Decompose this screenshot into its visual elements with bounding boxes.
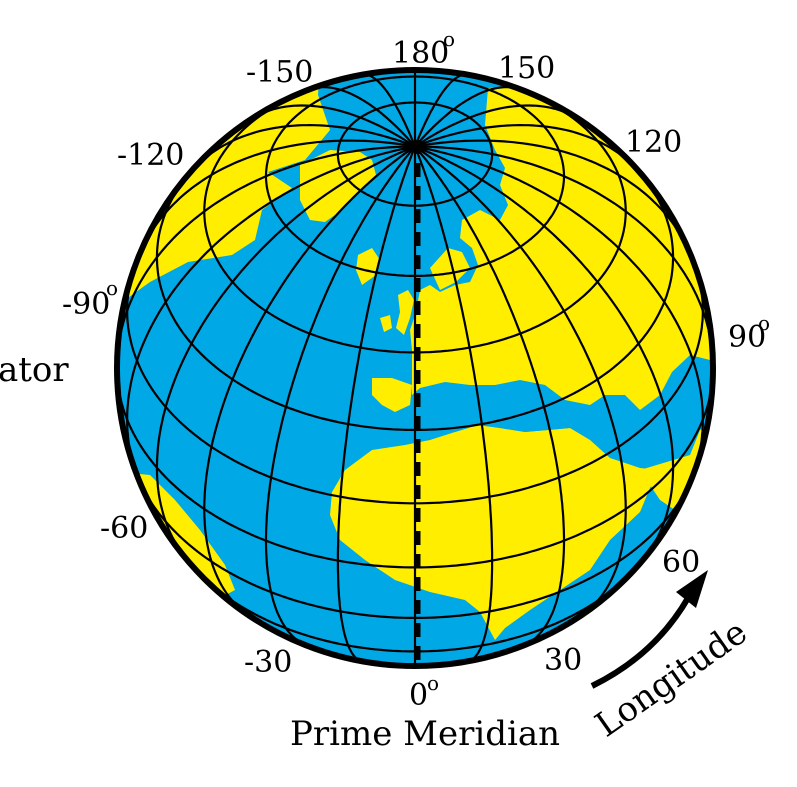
label-lon-neg120: -120: [117, 138, 184, 173]
label-lon-neg60: -60: [100, 511, 148, 546]
meridian-line: [414, 145, 627, 617]
label-lon-0: 0: [409, 678, 428, 713]
label-longitude: Longitude: [588, 612, 754, 745]
degree-mark-180: o: [443, 27, 455, 51]
land-iberia: [372, 378, 412, 412]
label-equator: ator: [0, 350, 69, 390]
parallel-line: [336, 101, 494, 207]
meridian-line: [414, 145, 675, 564]
land-iceland: [356, 248, 380, 285]
land-britain: [396, 290, 414, 335]
parallel-line: [155, 167, 675, 432]
land-africa: [330, 425, 660, 640]
graticule: [117, 70, 713, 666]
parallel-line: [126, 267, 704, 505]
label-lon-90: 90: [728, 320, 766, 355]
degree-mark-neg90: o: [106, 276, 118, 300]
parallel-line: [195, 569, 635, 653]
degree-mark-90: o: [758, 311, 770, 335]
meridian-line: [414, 145, 566, 647]
label-lon-120: 120: [625, 125, 682, 160]
label-lon-180: 180: [392, 36, 449, 71]
meridian-line: [414, 145, 704, 480]
degree-mark-0: o: [427, 671, 439, 695]
land-ireland: [380, 315, 392, 332]
label-lon-neg150: -150: [246, 55, 313, 90]
meridian-line: [203, 145, 416, 617]
meridian-line: [336, 146, 417, 663]
globe-outline: [114, 67, 716, 669]
meridian-line: [126, 145, 416, 480]
meridian-line: [264, 145, 416, 647]
parallel-line: [117, 368, 713, 569]
meridian-line: [155, 145, 416, 564]
label-lon-neg90: -90: [62, 287, 110, 322]
label-prime-meridian: Prime Meridian: [290, 714, 560, 754]
parallel-line: [264, 75, 566, 277]
parallel-line: [134, 471, 696, 619]
label-lon-150: 150: [498, 51, 555, 86]
label-lon-neg30: -30: [244, 645, 292, 680]
label-lon-60: 60: [662, 545, 700, 580]
ocean-mediterranean: [420, 410, 612, 440]
land-scandinavia: [430, 248, 470, 290]
longitude-arrowhead: [676, 570, 708, 608]
meridian-line: [413, 146, 494, 663]
parallel-line: [203, 83, 627, 354]
longitude-arrow: [590, 596, 691, 689]
label-lon-30: 30: [544, 643, 582, 678]
